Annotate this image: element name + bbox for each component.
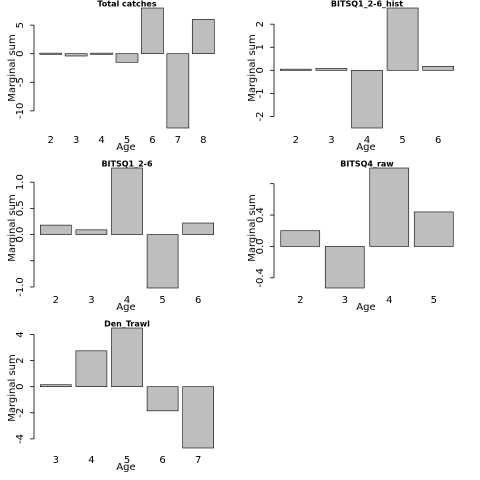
y-tick-label: 2 <box>255 21 266 27</box>
y-tick-label: -4 <box>15 434 26 444</box>
bar-age-7 <box>182 386 214 449</box>
chart-title: BITSQ4_raw <box>340 160 394 169</box>
chart-title: BITSQ1_2-6 <box>101 160 153 169</box>
x-tick-label: 4 <box>88 455 94 466</box>
bar-age-6 <box>182 222 214 235</box>
bar-age-3 <box>39 384 72 387</box>
x-tick-label: 4 <box>98 135 104 146</box>
x-tick-label: 7 <box>175 135 181 146</box>
x-axis-label: Age <box>356 142 375 153</box>
x-tick-label: 6 <box>435 135 441 146</box>
y-axis-label: Marginal sum <box>7 34 18 102</box>
bar-age-3 <box>315 68 348 71</box>
chart-panel-2: BITSQ1_2-6_hist 2 3 4 5 6 Age -2 -1 0 1 2 Marginal s… <box>247 0 455 153</box>
x-tick-label: 3 <box>53 455 59 466</box>
y-tick-label: -0.4 <box>255 268 266 288</box>
y-tick-label: -1 <box>255 88 266 98</box>
bar-age-4 <box>90 52 113 55</box>
x-axis-label: Age <box>116 302 135 313</box>
bar-age-4 <box>75 350 108 387</box>
bar-age-3 <box>75 229 108 235</box>
x-tick-label: 2 <box>293 135 299 146</box>
chart-panel-3: BITSQ1_2-6 2 3 4 5 6 Age -1.0 0.0 0.5 1.0 Marginal … <box>7 160 214 313</box>
y-tick-label: -2 <box>255 111 266 121</box>
y-tick-label: 0.5 <box>15 200 26 216</box>
bar-age-5 <box>146 234 179 289</box>
y-tick-label: 0 <box>15 51 26 57</box>
y-tick-label: 1.0 <box>15 174 26 190</box>
bar-age-6 <box>422 66 455 71</box>
bar-age-4 <box>111 167 143 235</box>
bar-age-8 <box>191 19 215 55</box>
x-tick-label: 5 <box>124 455 130 466</box>
x-tick-label: 2 <box>48 135 54 146</box>
x-tick-label: 5 <box>159 295 165 306</box>
bar-age-6 <box>146 386 179 412</box>
y-tick-label: 0 <box>15 384 26 390</box>
y-tick-label: 0.0 <box>15 227 26 243</box>
x-tick-label: 3 <box>88 295 94 306</box>
y-axis-label: Marginal sum <box>247 34 258 102</box>
bar-age-4 <box>351 70 383 129</box>
y-tick-label: -1.0 <box>15 277 26 297</box>
bar-age-7 <box>166 53 190 129</box>
x-tick-label: 2 <box>297 295 303 306</box>
y-tick-label: 0 <box>255 67 266 73</box>
bar-age-5 <box>111 327 143 387</box>
x-tick-label: 7 <box>195 455 201 466</box>
bar-age-4 <box>369 167 410 247</box>
bar-age-2 <box>280 230 321 247</box>
bar-age-5 <box>115 53 139 63</box>
x-tick-label: 4 <box>386 295 392 306</box>
y-tick-label: -2 <box>15 408 26 418</box>
x-tick-label: 8 <box>200 135 206 146</box>
x-tick-label: 5 <box>431 295 437 306</box>
x-tick-label: 6 <box>159 455 165 466</box>
y-axis-label: Marginal sum <box>7 354 18 422</box>
bar-age-6 <box>141 7 164 55</box>
y-tick-label: 2 <box>15 357 26 363</box>
y-axis-label: Marginal sum <box>247 194 258 262</box>
chart-title: BITSQ1_2-6_hist <box>331 0 403 9</box>
chart-title: Total catches <box>97 0 156 9</box>
y-tick-label: 0.4 <box>255 207 266 223</box>
bar-age-5 <box>386 7 419 71</box>
y-tick-label: 4 <box>15 331 26 337</box>
chart-panel-5: Den_Trawl 3 4 5 6 7 Age -4 -2 0 2 4 Marginal sum <box>7 320 214 473</box>
y-tick-label: 1 <box>255 44 266 50</box>
bar-age-3 <box>64 53 88 57</box>
x-tick-label: 4 <box>124 295 130 306</box>
y-tick-label: -5 <box>15 77 26 87</box>
y-tick-label: 0.0 <box>255 238 266 254</box>
y-tick-label: 5 <box>15 22 26 28</box>
x-tick-label: 3 <box>73 135 79 146</box>
x-tick-label: 5 <box>124 135 130 146</box>
x-tick-label: 3 <box>328 135 334 146</box>
bar-age-3 <box>324 246 365 289</box>
x-tick-label: 3 <box>342 295 348 306</box>
bar-age-5 <box>413 211 454 247</box>
x-axis-label: Age <box>116 142 135 153</box>
y-tick-label: -10 <box>15 103 26 119</box>
bar-age-2 <box>279 68 312 71</box>
x-tick-label: 6 <box>195 295 201 306</box>
bar-age-2 <box>39 52 63 55</box>
x-tick-label: 6 <box>149 135 155 146</box>
chart-panel-1: Total catches 2 3 4 5 6 7 8 Age -10 -5 0 5 Marginal s… <box>7 0 215 153</box>
x-axis-label: Age <box>116 462 135 473</box>
x-tick-label: 4 <box>364 135 370 146</box>
y-axis-label: Marginal sum <box>7 194 18 262</box>
chart-title: Den_Trawl <box>104 320 150 329</box>
x-tick-label: 5 <box>399 135 405 146</box>
x-tick-label: 2 <box>53 295 59 306</box>
bar-age-2 <box>39 224 72 235</box>
x-axis-label: Age <box>356 302 375 313</box>
